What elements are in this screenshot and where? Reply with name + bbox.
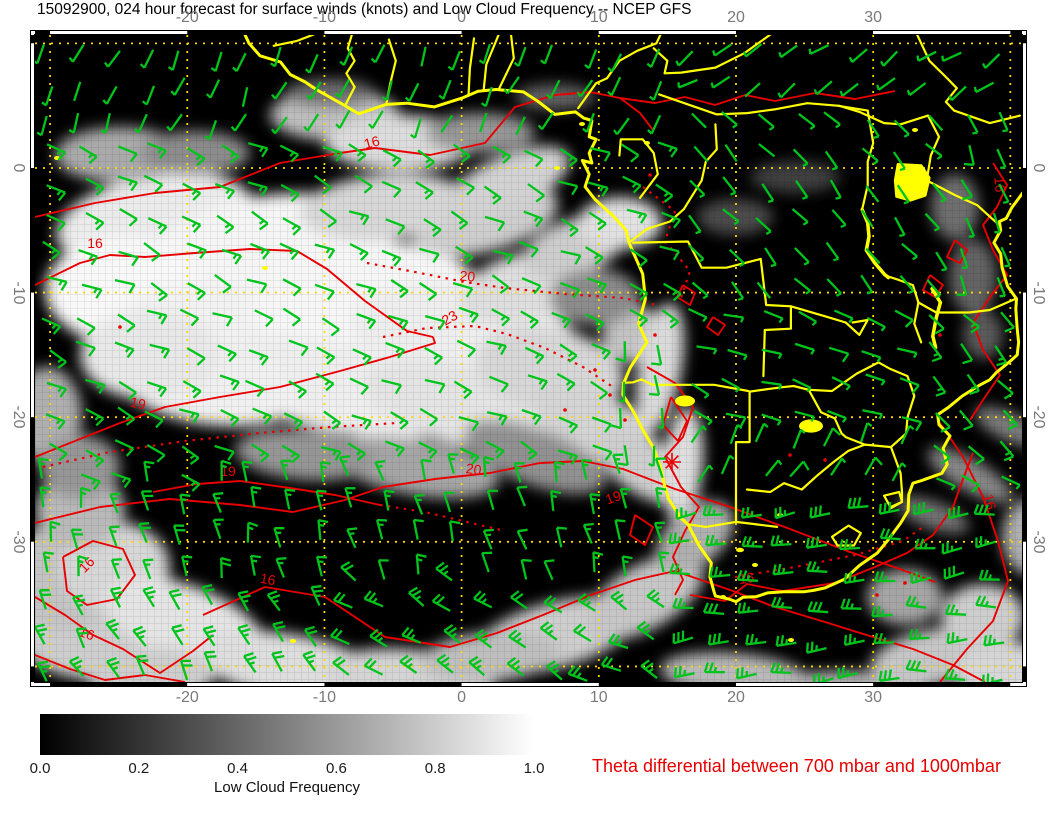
top-axis-tick-30: 30 — [864, 9, 883, 26]
bottom-axis-tick--10: -10 — [312, 689, 336, 706]
colorbar-label: Low Cloud Frequency — [214, 779, 360, 796]
colorbar-tick-0.6: 0.6 — [325, 760, 347, 777]
left-axis-tick--20: -20 — [10, 405, 27, 429]
bottom-axis-tick--20: -20 — [175, 689, 199, 706]
colorbar-tick-1.0: 1.0 — [523, 760, 545, 777]
colorbar-gradient — [40, 714, 534, 755]
contour-legend-text: Theta differential between 700 mbar and … — [592, 756, 1001, 776]
svg-text:20: 20 — [465, 460, 483, 478]
wind-barbs — [35, 43, 1021, 682]
right-axis-tick-0: 0 — [1030, 163, 1047, 173]
colorbar-tick-0.2: 0.2 — [128, 760, 150, 777]
svg-text:19: 19 — [129, 394, 148, 413]
top-axis-tick-0: 0 — [457, 9, 467, 26]
svg-text:16: 16 — [259, 570, 277, 588]
right-axis-tick--30: -30 — [1030, 530, 1047, 554]
bottom-axis-tick-0: 0 — [457, 689, 467, 706]
top-axis-tick--20: -20 — [175, 9, 199, 26]
svg-text:16: 16 — [737, 569, 755, 587]
colorbar-tick-0.4: 0.4 — [227, 760, 249, 777]
right-axis-tick--20: -20 — [1030, 405, 1047, 429]
top-axis-tick--10: -10 — [312, 9, 336, 26]
svg-text:16: 16 — [87, 235, 103, 251]
colorbar-tick-0.0: 0.0 — [29, 760, 51, 777]
svg-text:16: 16 — [362, 132, 381, 152]
svg-text:19: 19 — [603, 487, 623, 507]
chart-title: 15092900, 024 hour forecast for surface … — [37, 1, 692, 18]
top-axis-tick-20: 20 — [727, 9, 745, 26]
svg-text:20: 20 — [459, 267, 476, 284]
map-frame — [30, 30, 1027, 687]
left-axis-tick-0: 0 — [10, 163, 27, 173]
left-axis-tick--10: -10 — [10, 281, 27, 305]
colorbar-tick-0.8: 0.8 — [424, 760, 446, 777]
bottom-axis-tick-20: 20 — [727, 689, 745, 706]
coastlines-borders — [54, 35, 1022, 643]
left-axis-tick--30: -30 — [10, 530, 27, 554]
bottom-axis-tick-10: 10 — [589, 689, 608, 706]
svg-text:16: 16 — [980, 492, 1000, 511]
right-axis-tick--10: -10 — [1030, 281, 1047, 305]
top-axis-tick-10: 10 — [589, 9, 608, 26]
bottom-axis-tick-30: 30 — [864, 689, 883, 706]
